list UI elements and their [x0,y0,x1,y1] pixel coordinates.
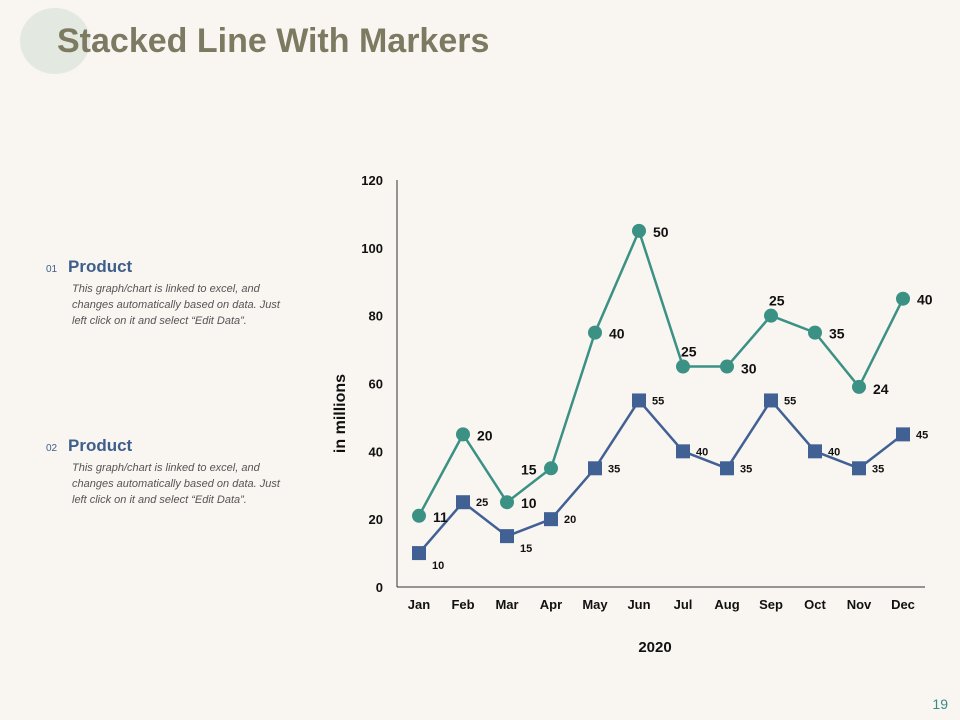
legend-number: 02 [46,443,58,454]
series-marker-product-01 [544,512,558,527]
data-label-product-01: 45 [916,429,928,441]
y-tick-label: 60 [369,377,383,392]
data-label-product-01: 40 [696,446,708,458]
y-tick-label: 0 [376,580,383,595]
series-marker-product-02 [500,495,514,510]
y-tick-label: 100 [361,241,383,256]
data-label-product-01: 20 [564,514,576,526]
series-marker-product-01 [896,427,910,442]
series-marker-product-01 [808,444,822,459]
series-marker-product-01 [852,461,866,476]
series-line-product-01 [418,398,904,554]
x-tick-label: Jan [408,597,430,612]
legend-number: 01 [46,264,58,275]
data-label-product-01: 35 [872,463,884,475]
series-marker-product-02 [588,325,602,340]
x-tick-label: Apr [540,597,562,612]
x-axis-title: 2020 [638,639,671,656]
data-label-product-02: 25 [681,344,697,360]
series-marker-product-02 [896,291,910,306]
data-label-product-02: 15 [521,461,537,477]
decorative-blob [20,8,90,74]
series-marker-product-02 [852,379,866,394]
x-tick-label: Mar [495,597,518,612]
x-tick-label: Sep [759,597,783,612]
data-label-product-02: 50 [653,224,669,240]
data-label-product-01: 40 [828,446,840,458]
data-label-product-02: 24 [873,381,889,397]
series-line-product-02 [417,227,905,517]
series-marker-product-01 [500,529,514,544]
series-marker-product-02 [544,461,558,476]
data-label-product-01: 55 [652,395,664,407]
x-tick-label: Jun [627,597,650,612]
series-marker-product-02 [720,359,734,374]
y-tick-label: 80 [369,309,383,324]
legend-item-product-02: 02 Product This graph/chart is linked to… [46,436,286,508]
x-tick-label: Feb [451,597,474,612]
series-marker-product-02 [808,325,822,340]
x-tick-label: Oct [804,597,826,612]
y-axis-title: in millions [332,374,349,453]
series-marker-product-01 [676,444,690,459]
y-tick-label: 20 [369,512,383,527]
x-tick-label: Aug [714,597,739,612]
x-tick-label: Nov [847,597,872,612]
y-tick-label: 120 [361,173,383,188]
data-label-product-01: 35 [608,463,620,475]
x-tick-label: Jul [674,597,693,612]
data-label-product-01: 15 [520,543,532,555]
data-label-product-02: 40 [609,326,625,342]
data-label-product-01: 35 [740,463,752,475]
data-label-product-02: 35 [829,326,845,342]
page-title: Stacked Line With Markers [57,22,490,60]
series-marker-product-01 [764,393,778,408]
data-label-product-02: 40 [917,292,933,308]
series-marker-product-01 [588,461,602,476]
series-marker-product-02 [764,308,778,323]
y-tick-label: 40 [369,444,383,459]
series-marker-product-01 [456,495,470,510]
legend-item-product-01: 01 Product This graph/chart is linked to… [46,257,286,329]
series-marker-product-02 [456,427,470,442]
legend-description: This graph/chart is linked to excel, and… [72,283,280,327]
series-marker-product-01 [720,461,734,476]
series-marker-product-02 [412,508,426,523]
data-label-product-02: 20 [477,427,493,443]
x-tick-label: Dec [891,597,915,612]
legend-label: Product [68,436,133,455]
data-label-product-01: 10 [432,560,444,572]
series-marker-product-02 [676,359,690,374]
x-tick-label: May [582,597,608,612]
data-label-product-01: 25 [476,497,488,509]
data-label-product-02: 25 [769,293,785,309]
data-label-product-01: 55 [784,395,796,407]
series-marker-product-02 [632,223,646,238]
page-number: 19 [932,696,948,712]
series-marker-product-01 [632,393,646,408]
data-label-product-02: 11 [433,509,448,525]
series-marker-product-01 [412,546,426,561]
legend-description: This graph/chart is linked to excel, and… [72,462,280,506]
legend-label: Product [68,257,133,276]
data-label-product-02: 30 [741,361,757,377]
data-label-product-02: 10 [521,495,537,511]
